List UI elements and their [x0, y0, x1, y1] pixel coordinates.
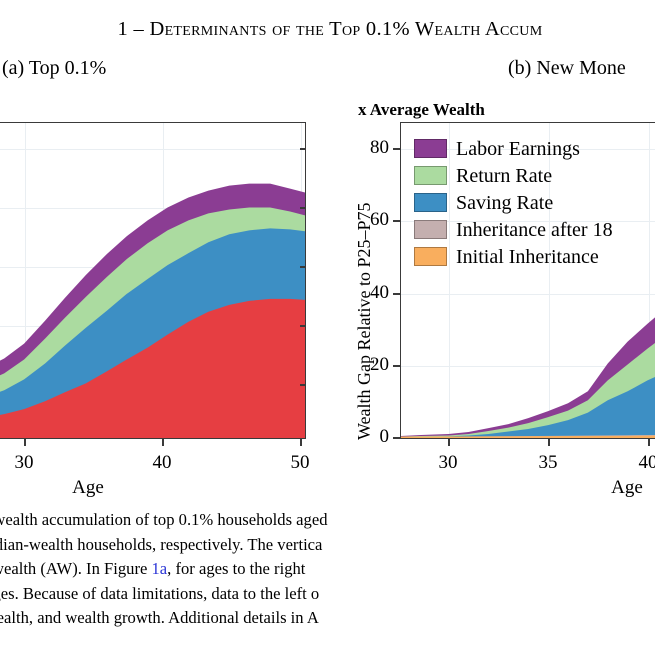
panel-b-ytick-label-20: 20 — [370, 354, 389, 375]
panel-a-ytick-mark-4 — [300, 325, 306, 327]
panel-b-legend-label-inheritance-after-18: Inheritance after 18 — [456, 218, 613, 241]
panel-a-xtick-mark-40 — [162, 439, 164, 446]
panel-b-ytick-mark-80 — [393, 148, 400, 150]
caption-line-3-post: , for ages to the right — [167, 559, 306, 578]
caption-line-3-pre: e economy-wide average wealth (AW). In F… — [0, 559, 148, 578]
caption-line-5: eholds with similar age, wealth, and wea… — [0, 608, 319, 627]
panel-b-legend-swatch-initial-inheritance — [414, 247, 447, 266]
panel-b-legend-label-labor-earnings: Labor Earnings — [456, 137, 580, 160]
panel-b-xaxis-title: Age — [611, 477, 643, 498]
panel-b-area-saving-rate — [401, 376, 655, 438]
caption-link-1a[interactable]: 1a — [151, 559, 168, 578]
panel-a-plot — [0, 122, 306, 439]
panel-b-ytick-mark-60 — [393, 220, 400, 222]
panel-b-caption: (b) New Mone — [508, 57, 626, 79]
panel-b-xtick-mark-30 — [448, 439, 450, 446]
panel-b-legend-label-saving-rate: Saving Rate — [456, 191, 554, 214]
figure-title: 1 – Determinants of the Top 0.1% Wealth … — [117, 18, 543, 40]
panel-a-ytick-mark-2 — [300, 207, 306, 209]
panel-b-legend-item-initial-inheritance: Initial Inheritance — [414, 244, 613, 269]
panel-b-xtick-label-30: 30 — [438, 452, 458, 473]
panel-b-legend: Labor Earnings Return Rate Saving Rate I… — [414, 136, 613, 269]
panel-b-legend-item-labor-earnings: Labor Earnings — [414, 136, 613, 161]
panel-a-ytick-mark-5 — [300, 384, 306, 386]
panel-b-legend-item-inheritance-after-18: Inheritance after 18 — [414, 217, 613, 242]
caption-line-1: 1b decompose the excess wealth accumulat… — [0, 508, 655, 533]
panel-a-ytick-mark-3 — [300, 266, 306, 268]
panel-b-stacked-area — [401, 317, 655, 438]
panel-b-legend-item-return-rate: Return Rate — [414, 163, 613, 188]
panel-b-legend-swatch-inheritance-after-18 — [414, 220, 447, 239]
caption-line-1-text: decompose the excess wealth accumulation… — [0, 510, 328, 529]
panel-b-ytick-label-60: 60 — [370, 209, 389, 230]
panel-a-xtick-mark-30 — [24, 439, 26, 446]
panel-b-ytick-mark-20 — [393, 365, 400, 367]
panel-a-caption: (a) Top 0.1% — [2, 57, 107, 79]
panel-b-legend-swatch-return-rate — [414, 166, 447, 185]
panel-a-area-initial-wealth — [0, 298, 305, 438]
panel-a-xtick-label-40: 40 — [152, 452, 172, 473]
panel-b-xtick-mark-40 — [648, 439, 650, 446]
panel-a-xtick-label-30: 30 — [14, 452, 34, 473]
panel-b-legend-swatch-saving-rate — [414, 193, 447, 212]
panel-b-xtick-label-40: 40 — [638, 452, 655, 473]
panel-a-xtick-mark-50 — [300, 439, 302, 446]
panel-b-legend-label-return-rate: Return Rate — [456, 164, 553, 187]
panel-b-yaxis-title: Wealth Gap Relative to P25–P75 — [354, 202, 374, 440]
figure-caption: 1b decompose the excess wealth accumulat… — [0, 508, 655, 631]
panel-a-stacked-area — [0, 183, 305, 438]
caption-line-2: 0.1% group relative to median-wealth hou… — [0, 534, 323, 554]
panel-b-area-initial-inheritance — [401, 435, 655, 438]
panel-a-xaxis-title: Age — [72, 477, 104, 498]
panel-b-legend-swatch-labor-earnings — [414, 139, 447, 158]
panel-b-ytick-mark-40 — [393, 293, 400, 295]
caption-line-4: of households across all ages. Because o… — [0, 583, 320, 603]
panel-b-unit-header: x Average Wealth — [358, 100, 485, 119]
panel-b-legend-item-saving-rate: Saving Rate — [414, 190, 613, 215]
panel-b-xtick-label-35: 35 — [538, 452, 558, 473]
panel-b-ytick-mark-0 — [393, 437, 400, 439]
panel-b-ytick-label-40: 40 — [370, 282, 389, 303]
panel-b-ytick-label-80: 80 — [370, 137, 389, 158]
caption-line-3: e economy-wide average wealth (AW). In F… — [0, 557, 655, 582]
panel-b-legend-label-initial-inheritance: Initial Inheritance — [456, 245, 599, 268]
panel-a-ytick-mark-1 — [300, 148, 306, 150]
panel-b-xtick-mark-35 — [548, 439, 550, 446]
panel-a-xtick-label-50: 50 — [290, 452, 310, 473]
panel-b-ytick-label-0: 0 — [379, 426, 390, 447]
